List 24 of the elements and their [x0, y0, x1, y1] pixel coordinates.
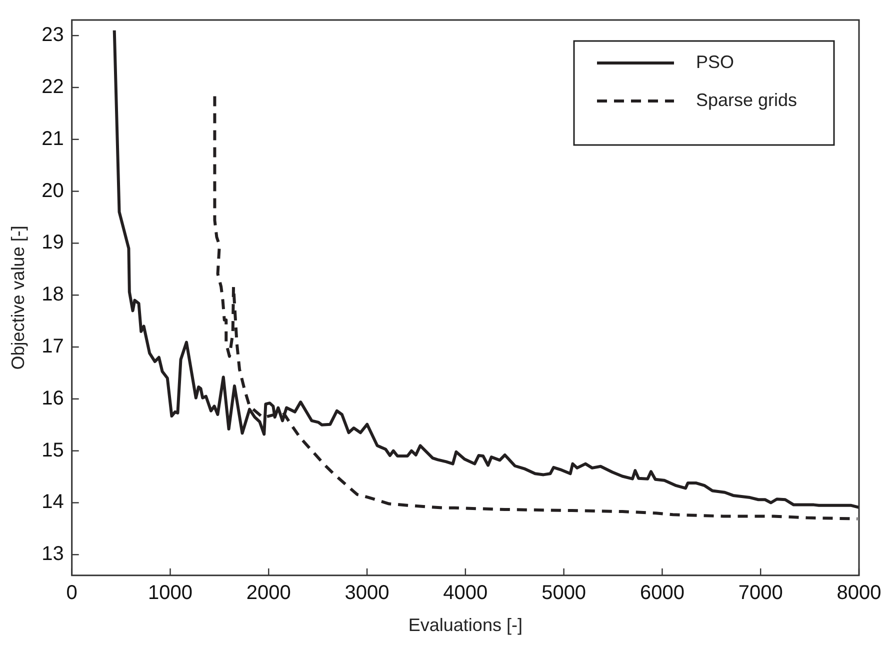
legend-label: PSO	[696, 52, 734, 72]
x-tick-label: 8000	[836, 582, 882, 604]
y-tick-label: 21	[42, 128, 64, 150]
y-tick-label: 14	[42, 491, 64, 514]
y-tick-label: 17	[42, 336, 64, 358]
x-tick-label: 1000	[148, 582, 192, 604]
x-tick-label: 4000	[443, 582, 488, 604]
x-tick-label: 0	[66, 582, 78, 604]
x-tick-label: 7000	[738, 582, 783, 604]
x-tick-label: 3000	[344, 582, 390, 604]
y-tick-label: 19	[42, 232, 64, 254]
x-tick-label: 5000	[542, 582, 586, 604]
y-tick-label: 15	[42, 439, 64, 462]
y-tick-label: 16	[42, 387, 64, 410]
y-tick-label: 20	[42, 180, 64, 202]
legend-label: Sparse grids	[696, 90, 798, 110]
x-tick-label: 6000	[640, 582, 684, 604]
y-tick-label: 23	[42, 24, 64, 46]
x-axis-title: Evaluations [-]	[408, 615, 522, 636]
y-tick-label: 18	[42, 284, 64, 306]
y-tick-label: 22	[42, 76, 64, 98]
y-axis-title: Objective value [-]	[8, 226, 28, 370]
x-tick-label: 2000	[246, 582, 291, 604]
y-tick-label: 13	[42, 543, 64, 566]
